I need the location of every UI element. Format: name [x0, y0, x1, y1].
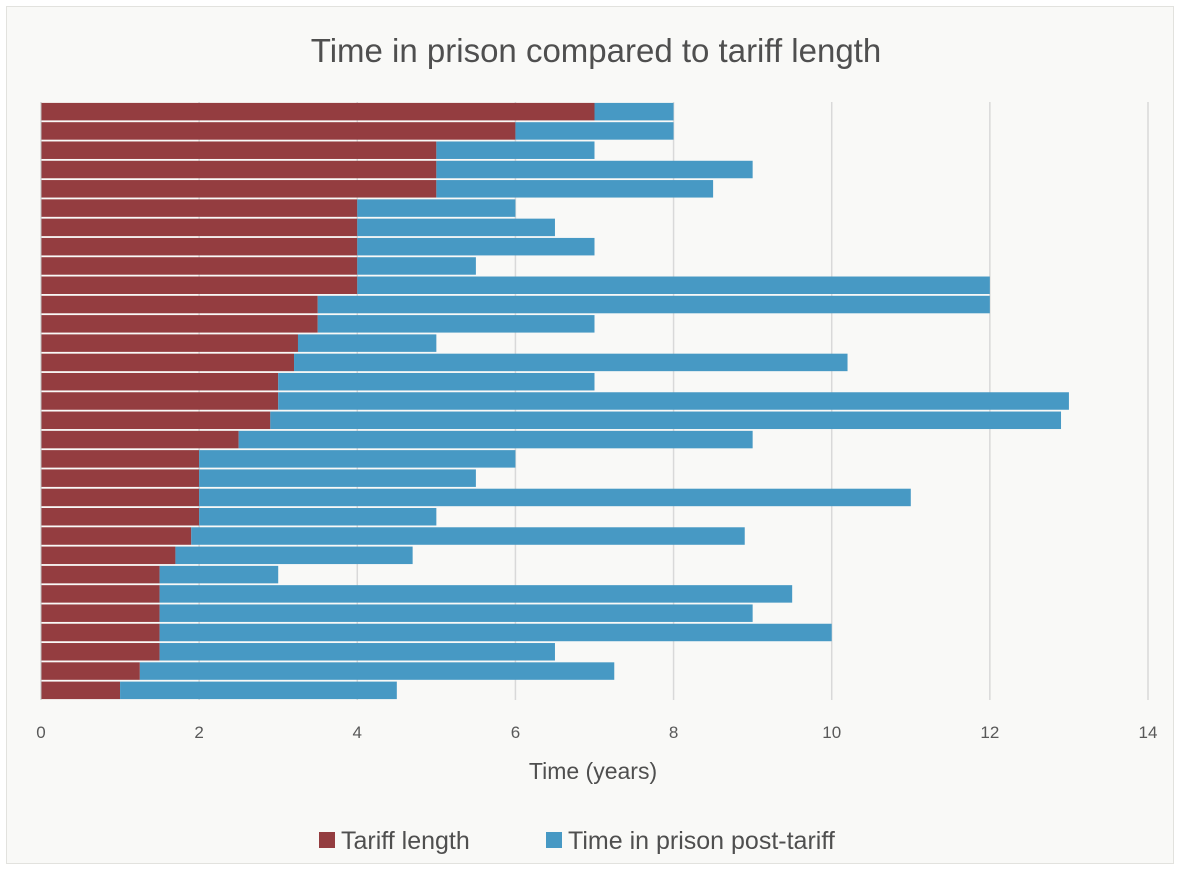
x-tick-label: 2: [194, 723, 203, 742]
bar-time-post-tariff: [357, 237, 595, 256]
bar-tariff-length: [41, 372, 279, 391]
bar-time-post-tariff: [297, 334, 437, 352]
bar-time-post-tariff: [159, 585, 793, 603]
x-tick-label: 6: [511, 723, 520, 742]
bar-time-post-tariff: [357, 257, 476, 275]
bar-time-post-tariff: [436, 141, 595, 159]
bar-time-post-tariff: [278, 392, 1069, 410]
bar-time-post-tariff: [317, 295, 990, 314]
bar-time-post-tariff: [294, 353, 848, 372]
bar-time-post-tariff: [270, 411, 1062, 430]
x-tick-label: 0: [36, 723, 45, 742]
bar-time-post-tariff: [159, 623, 832, 642]
x-tick-label: 8: [669, 723, 678, 742]
bar-tariff-length: [41, 160, 437, 179]
bar-tariff-length: [41, 565, 160, 584]
x-axis-ticks: 0 2 4 6 8 10 12 14: [36, 723, 1157, 742]
bar-time-post-tariff: [159, 604, 753, 622]
legend: Tariff length Time in prison post-tariff: [319, 827, 835, 855]
bar-tariff-length: [41, 315, 318, 333]
bar-tariff-length: [41, 604, 160, 622]
bar-tariff-length: [41, 295, 318, 314]
bar-time-post-tariff: [436, 160, 753, 179]
bar-tariff-length: [41, 353, 295, 372]
bars: [41, 102, 1069, 700]
bar-tariff-length: [41, 585, 160, 603]
legend-label-time-post-tariff: Time in prison post-tariff: [568, 827, 835, 855]
bar-time-post-tariff: [139, 662, 615, 680]
legend-swatch-tariff-length: [319, 832, 335, 848]
legend-swatch-time-post-tariff: [546, 832, 562, 848]
bar-tariff-length: [41, 199, 358, 217]
bar-tariff-length: [41, 411, 271, 430]
legend-label-tariff-length: Tariff length: [341, 827, 470, 855]
chart-title: Time in prison compared to tariff length: [311, 32, 881, 69]
bar-tariff-length: [41, 623, 160, 642]
bar-tariff-length: [41, 180, 437, 198]
bar-time-post-tariff: [436, 180, 714, 198]
bar-tariff-length: [41, 507, 200, 526]
bar-time-post-tariff: [199, 507, 437, 526]
bar-tariff-length: [41, 430, 239, 449]
chart-frame: Time in prison compared to tariff length…: [6, 6, 1174, 864]
bar-tariff-length: [41, 527, 192, 545]
bar-tariff-length: [41, 276, 358, 295]
bar-tariff-length: [41, 643, 160, 661]
bar-tariff-length: [41, 102, 595, 121]
bar-time-post-tariff: [357, 218, 555, 237]
bar-time-post-tariff: [357, 276, 990, 295]
bar-time-post-tariff: [159, 643, 555, 661]
bar-time-post-tariff: [238, 430, 753, 449]
bar-tariff-length: [41, 218, 358, 237]
bar-time-post-tariff: [159, 565, 279, 584]
bar-tariff-length: [41, 681, 121, 700]
bar-time-post-tariff: [175, 546, 413, 565]
bar-tariff-length: [41, 334, 298, 352]
bar-tariff-length: [41, 141, 437, 159]
bar-time-post-tariff: [357, 199, 516, 217]
bar-time-post-tariff: [594, 102, 674, 121]
bar-time-post-tariff: [199, 488, 911, 507]
bar-time-post-tariff: [199, 469, 476, 487]
bar-tariff-length: [41, 662, 140, 680]
bar-time-post-tariff: [278, 372, 595, 391]
bar-tariff-length: [41, 450, 200, 468]
bar-tariff-length: [41, 546, 176, 565]
bar-tariff-length: [41, 122, 516, 140]
x-tick-label: 14: [1139, 723, 1158, 742]
chart: Time in prison compared to tariff length…: [36, 32, 1157, 855]
x-tick-label: 12: [980, 723, 999, 742]
bar-time-post-tariff: [120, 681, 397, 700]
x-tick-label: 4: [353, 723, 362, 742]
bar-tariff-length: [41, 488, 200, 507]
bar-time-post-tariff: [317, 315, 595, 333]
x-tick-label: 10: [822, 723, 841, 742]
bar-time-post-tariff: [191, 527, 745, 545]
bar-tariff-length: [41, 469, 200, 487]
x-axis-label: Time (years): [529, 758, 657, 784]
bar-tariff-length: [41, 237, 358, 256]
bar-time-post-tariff: [515, 122, 674, 140]
bar-tariff-length: [41, 257, 358, 275]
bar-time-post-tariff: [199, 450, 516, 468]
bar-tariff-length: [41, 392, 279, 410]
